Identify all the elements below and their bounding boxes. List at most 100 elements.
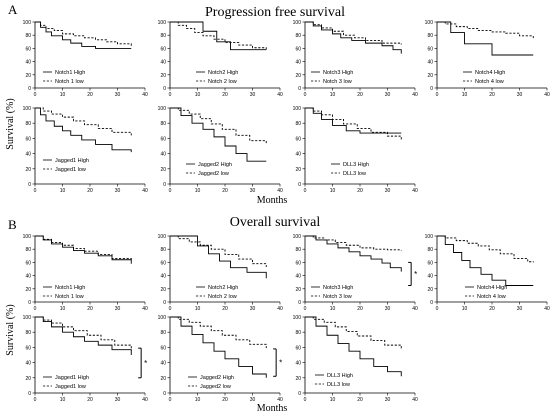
series-line-high bbox=[437, 21, 534, 56]
km-panel-8: 0 20 40 60 80 100 0 10 20 30 40 Notch1 High Notch 1 … bbox=[23, 234, 148, 312]
series-line-low bbox=[305, 316, 402, 349]
y-tick-label: 20 bbox=[427, 287, 433, 293]
y-tick-label: 80 bbox=[160, 33, 166, 39]
significance-star: * bbox=[279, 359, 282, 368]
x-tick-label: 20 bbox=[87, 397, 93, 403]
y-tick-label: 0 bbox=[298, 86, 301, 92]
x-tick-label: 10 bbox=[330, 188, 336, 194]
y-tick-label: 0 bbox=[28, 86, 31, 92]
x-tick-label: 40 bbox=[412, 397, 418, 403]
km-panel-5: 0 20 40 60 80 100 0 10 20 30 40 Jagged1 High Jagged1… bbox=[23, 106, 148, 194]
y-tick-label: 60 bbox=[427, 260, 433, 266]
y-tick-label: 80 bbox=[160, 330, 166, 336]
y-tick-label: 80 bbox=[160, 121, 166, 127]
x-tick-label: 20 bbox=[222, 92, 228, 98]
section-a-title: Progression free survival bbox=[205, 5, 345, 20]
series-line-low bbox=[35, 316, 132, 351]
y-tick-label: 20 bbox=[25, 287, 31, 293]
legend-label: Notch 2 low bbox=[208, 79, 237, 85]
x-tick-label: 40 bbox=[544, 92, 550, 98]
y-tick-label: 20 bbox=[427, 73, 433, 79]
legend-label: Notch2 High bbox=[208, 285, 238, 291]
legend-label: Jagged1 low bbox=[55, 167, 86, 173]
x-tick-label: 0 bbox=[304, 92, 307, 98]
series-line-low bbox=[170, 107, 267, 145]
km-panel-11: 0 20 40 60 80 100 0 10 20 30 40 Notch4 High Notch 4 … bbox=[425, 234, 550, 312]
y-tick-label: 100 bbox=[158, 315, 167, 321]
x-tick-label: 0 bbox=[34, 188, 37, 194]
km-panel-14: 0 20 40 60 80 100 0 10 20 30 40 DLL3 High DLL3 low bbox=[293, 315, 418, 403]
significance-bracket: * bbox=[273, 348, 282, 377]
legend-label: Jagged2 High bbox=[198, 162, 232, 168]
y-tick-label: 0 bbox=[430, 86, 433, 92]
xlabel-a: Months bbox=[257, 195, 288, 206]
legend-label: Jagged1 High bbox=[55, 158, 89, 164]
y-tick-label: 100 bbox=[293, 106, 302, 112]
x-tick-label: 40 bbox=[142, 188, 148, 194]
series-line-low bbox=[170, 316, 267, 349]
x-tick-label: 10 bbox=[195, 306, 201, 312]
y-tick-label: 20 bbox=[295, 376, 301, 382]
x-tick-label: 10 bbox=[60, 188, 66, 194]
x-tick-label: 40 bbox=[412, 188, 418, 194]
series-line-high bbox=[35, 316, 132, 355]
x-tick-label: 40 bbox=[412, 92, 418, 98]
series-line-low bbox=[35, 235, 132, 262]
series-line-low bbox=[170, 235, 267, 268]
section-b-title: Overall survival bbox=[230, 215, 321, 230]
y-tick-label: 20 bbox=[295, 287, 301, 293]
x-tick-label: 10 bbox=[60, 92, 66, 98]
legend-label: Notch 1 low bbox=[55, 294, 84, 300]
y-tick-label: 80 bbox=[25, 330, 31, 336]
y-tick-label: 60 bbox=[160, 136, 166, 142]
km-panel-3: 0 20 40 60 80 100 0 10 20 30 40 Notch3 High Notch 3 … bbox=[293, 20, 418, 98]
y-tick-label: 0 bbox=[163, 182, 166, 188]
x-tick-label: 30 bbox=[250, 188, 256, 194]
y-tick-label: 0 bbox=[298, 182, 301, 188]
y-tick-label: 20 bbox=[25, 73, 31, 79]
x-tick-label: 10 bbox=[330, 306, 336, 312]
x-tick-label: 10 bbox=[195, 92, 201, 98]
km-panel-10: 0 20 40 60 80 100 0 10 20 30 40 Notch3 High Notch 3 … bbox=[293, 234, 418, 312]
ylabel-b: Survival (%) bbox=[5, 304, 16, 355]
legend-label: DLL3 High bbox=[343, 162, 369, 168]
significance-bracket: * bbox=[138, 347, 147, 379]
series-line-high bbox=[170, 21, 267, 51]
y-tick-label: 20 bbox=[295, 167, 301, 173]
km-panel-2: 0 20 40 60 80 100 0 10 20 30 40 Notch2 High Notch 2 … bbox=[158, 20, 283, 98]
y-tick-label: 60 bbox=[25, 260, 31, 266]
series-line-low bbox=[437, 21, 534, 40]
y-tick-label: 20 bbox=[295, 73, 301, 79]
y-tick-label: 100 bbox=[23, 106, 32, 112]
y-tick-label: 100 bbox=[158, 20, 167, 26]
y-tick-label: 20 bbox=[160, 287, 166, 293]
y-tick-label: 40 bbox=[160, 274, 166, 280]
x-tick-label: 0 bbox=[169, 188, 172, 194]
y-tick-label: 80 bbox=[427, 33, 433, 39]
legend-label: Notch 4 low bbox=[477, 294, 506, 300]
panel-b-letter: B bbox=[8, 217, 17, 232]
legend-label: Notch 3 low bbox=[323, 294, 352, 300]
y-tick-label: 20 bbox=[25, 376, 31, 382]
x-tick-label: 30 bbox=[250, 397, 256, 403]
y-tick-label: 60 bbox=[25, 345, 31, 351]
y-tick-label: 80 bbox=[25, 121, 31, 127]
y-tick-label: 60 bbox=[160, 345, 166, 351]
y-tick-label: 40 bbox=[295, 274, 301, 280]
x-tick-label: 30 bbox=[385, 188, 391, 194]
series-line-high bbox=[35, 235, 132, 264]
y-tick-label: 0 bbox=[163, 86, 166, 92]
y-tick-label: 80 bbox=[427, 247, 433, 253]
x-tick-label: 20 bbox=[489, 306, 495, 312]
y-tick-label: 60 bbox=[295, 136, 301, 142]
y-tick-label: 20 bbox=[160, 376, 166, 382]
series-line-high bbox=[305, 21, 402, 54]
y-tick-label: 60 bbox=[25, 46, 31, 52]
legend-label: DLL3 low bbox=[343, 171, 366, 177]
x-tick-label: 20 bbox=[222, 306, 228, 312]
x-tick-label: 40 bbox=[412, 306, 418, 312]
y-tick-label: 0 bbox=[28, 391, 31, 397]
x-tick-label: 40 bbox=[544, 306, 550, 312]
x-tick-label: 40 bbox=[277, 92, 283, 98]
